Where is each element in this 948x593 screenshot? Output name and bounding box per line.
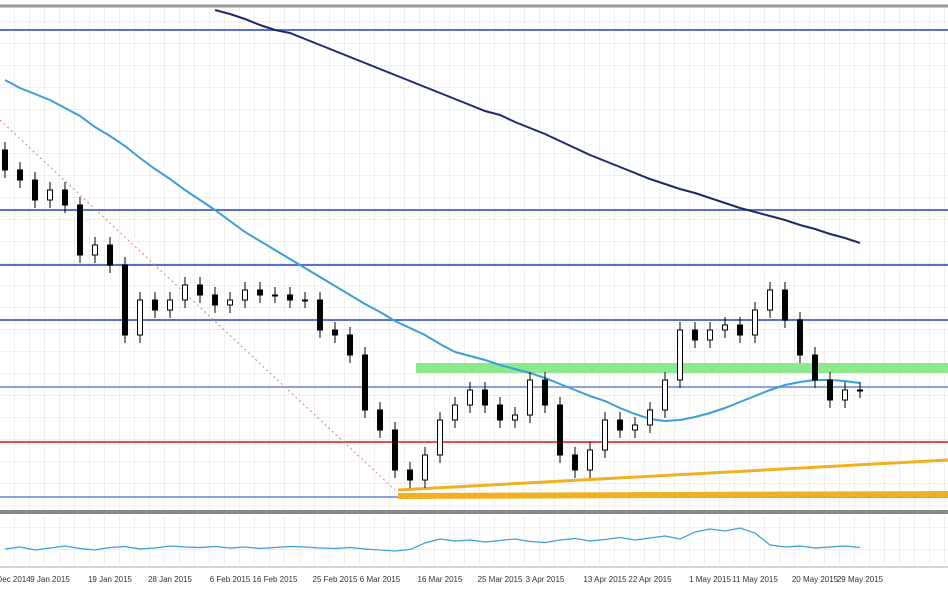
x-tick-label: 6 Mar 2015 <box>360 575 401 584</box>
candle-body <box>752 309 758 336</box>
moving-average <box>4 79 861 423</box>
x-tick-label: 20 May 2015 <box>792 575 839 584</box>
candle-body <box>482 389 488 406</box>
candle-body <box>767 289 773 311</box>
candle-body <box>692 329 698 341</box>
candle-body <box>212 294 218 306</box>
x-tick-label: 25 Mar 2015 <box>478 575 523 584</box>
candle-body <box>362 354 368 411</box>
x-tick-label: 22 Apr 2015 <box>628 575 672 584</box>
x-tick-label: 11 May 2015 <box>732 575 778 584</box>
candle-body <box>92 244 98 256</box>
candle-body <box>137 299 143 336</box>
x-tick-label: 13 Apr 2015 <box>583 575 627 584</box>
candle-body <box>77 204 83 256</box>
candle-body <box>812 354 818 381</box>
candle-body <box>587 449 593 471</box>
candle-body <box>722 324 728 331</box>
candle-body <box>422 454 428 481</box>
candle-body <box>197 284 203 296</box>
grid <box>0 5 948 510</box>
candle-body <box>122 264 128 336</box>
candle-body <box>782 289 788 321</box>
candle-body <box>302 299 308 302</box>
moving-average <box>214 9 861 244</box>
candle-body <box>512 414 518 421</box>
candle-body <box>317 299 323 331</box>
candle-body <box>17 169 23 181</box>
candle-body <box>857 389 863 392</box>
candle-body <box>677 329 683 381</box>
candle-body <box>827 379 833 401</box>
candle-body <box>377 409 383 431</box>
candle-body <box>2 149 8 171</box>
candle-body <box>47 189 53 201</box>
x-tick-label: 19 Jan 2015 <box>88 575 133 584</box>
candle-body <box>287 294 293 301</box>
x-tick-label: 1 May 2015 <box>689 575 731 584</box>
x-tick-label: 3 Apr 2015 <box>526 575 565 584</box>
indicator-line <box>4 527 861 552</box>
candle-body <box>227 299 233 306</box>
candle-body <box>662 379 668 411</box>
candle-body <box>647 409 653 426</box>
candle-body <box>62 189 68 206</box>
candle-body <box>617 419 623 431</box>
candle-body <box>572 454 578 471</box>
candle-body <box>332 329 338 336</box>
candle-body <box>842 389 848 401</box>
candle-body <box>737 324 743 336</box>
x-tick-label: 25 Feb 2015 <box>313 575 358 584</box>
candle-body <box>167 299 173 311</box>
candle-body <box>182 284 188 301</box>
x-tick-label: 16 Mar 2015 <box>418 575 463 584</box>
candle-body <box>152 299 158 311</box>
candle-body <box>242 289 248 301</box>
candle-body <box>392 429 398 471</box>
candle-body <box>452 404 458 421</box>
candle-body <box>257 289 263 296</box>
candle-body <box>497 404 503 421</box>
candle-body <box>527 379 533 416</box>
candle-body <box>347 334 353 356</box>
candle-body <box>602 419 608 451</box>
candle-body <box>437 419 443 456</box>
x-tick-label: 29 May 2015 <box>837 575 884 584</box>
candle-body <box>542 379 548 406</box>
candle-body <box>632 424 638 431</box>
x-tick-label: 28 Jan 2015 <box>148 575 193 584</box>
x-tick-label: 9 Jan 2015 <box>30 575 70 584</box>
candle-body <box>467 389 473 406</box>
candle-body <box>797 319 803 356</box>
x-tick-label: 6 Feb 2015 <box>210 575 251 584</box>
candle-body <box>557 404 563 456</box>
candle-body <box>32 179 38 201</box>
candle-body <box>707 329 713 341</box>
candle-body <box>407 469 413 481</box>
x-tick-label: 16 Feb 2015 <box>253 575 298 584</box>
candle-body <box>272 294 278 297</box>
x-tick-label: 30 Dec 2014 <box>0 575 31 584</box>
candle-body <box>107 244 113 266</box>
